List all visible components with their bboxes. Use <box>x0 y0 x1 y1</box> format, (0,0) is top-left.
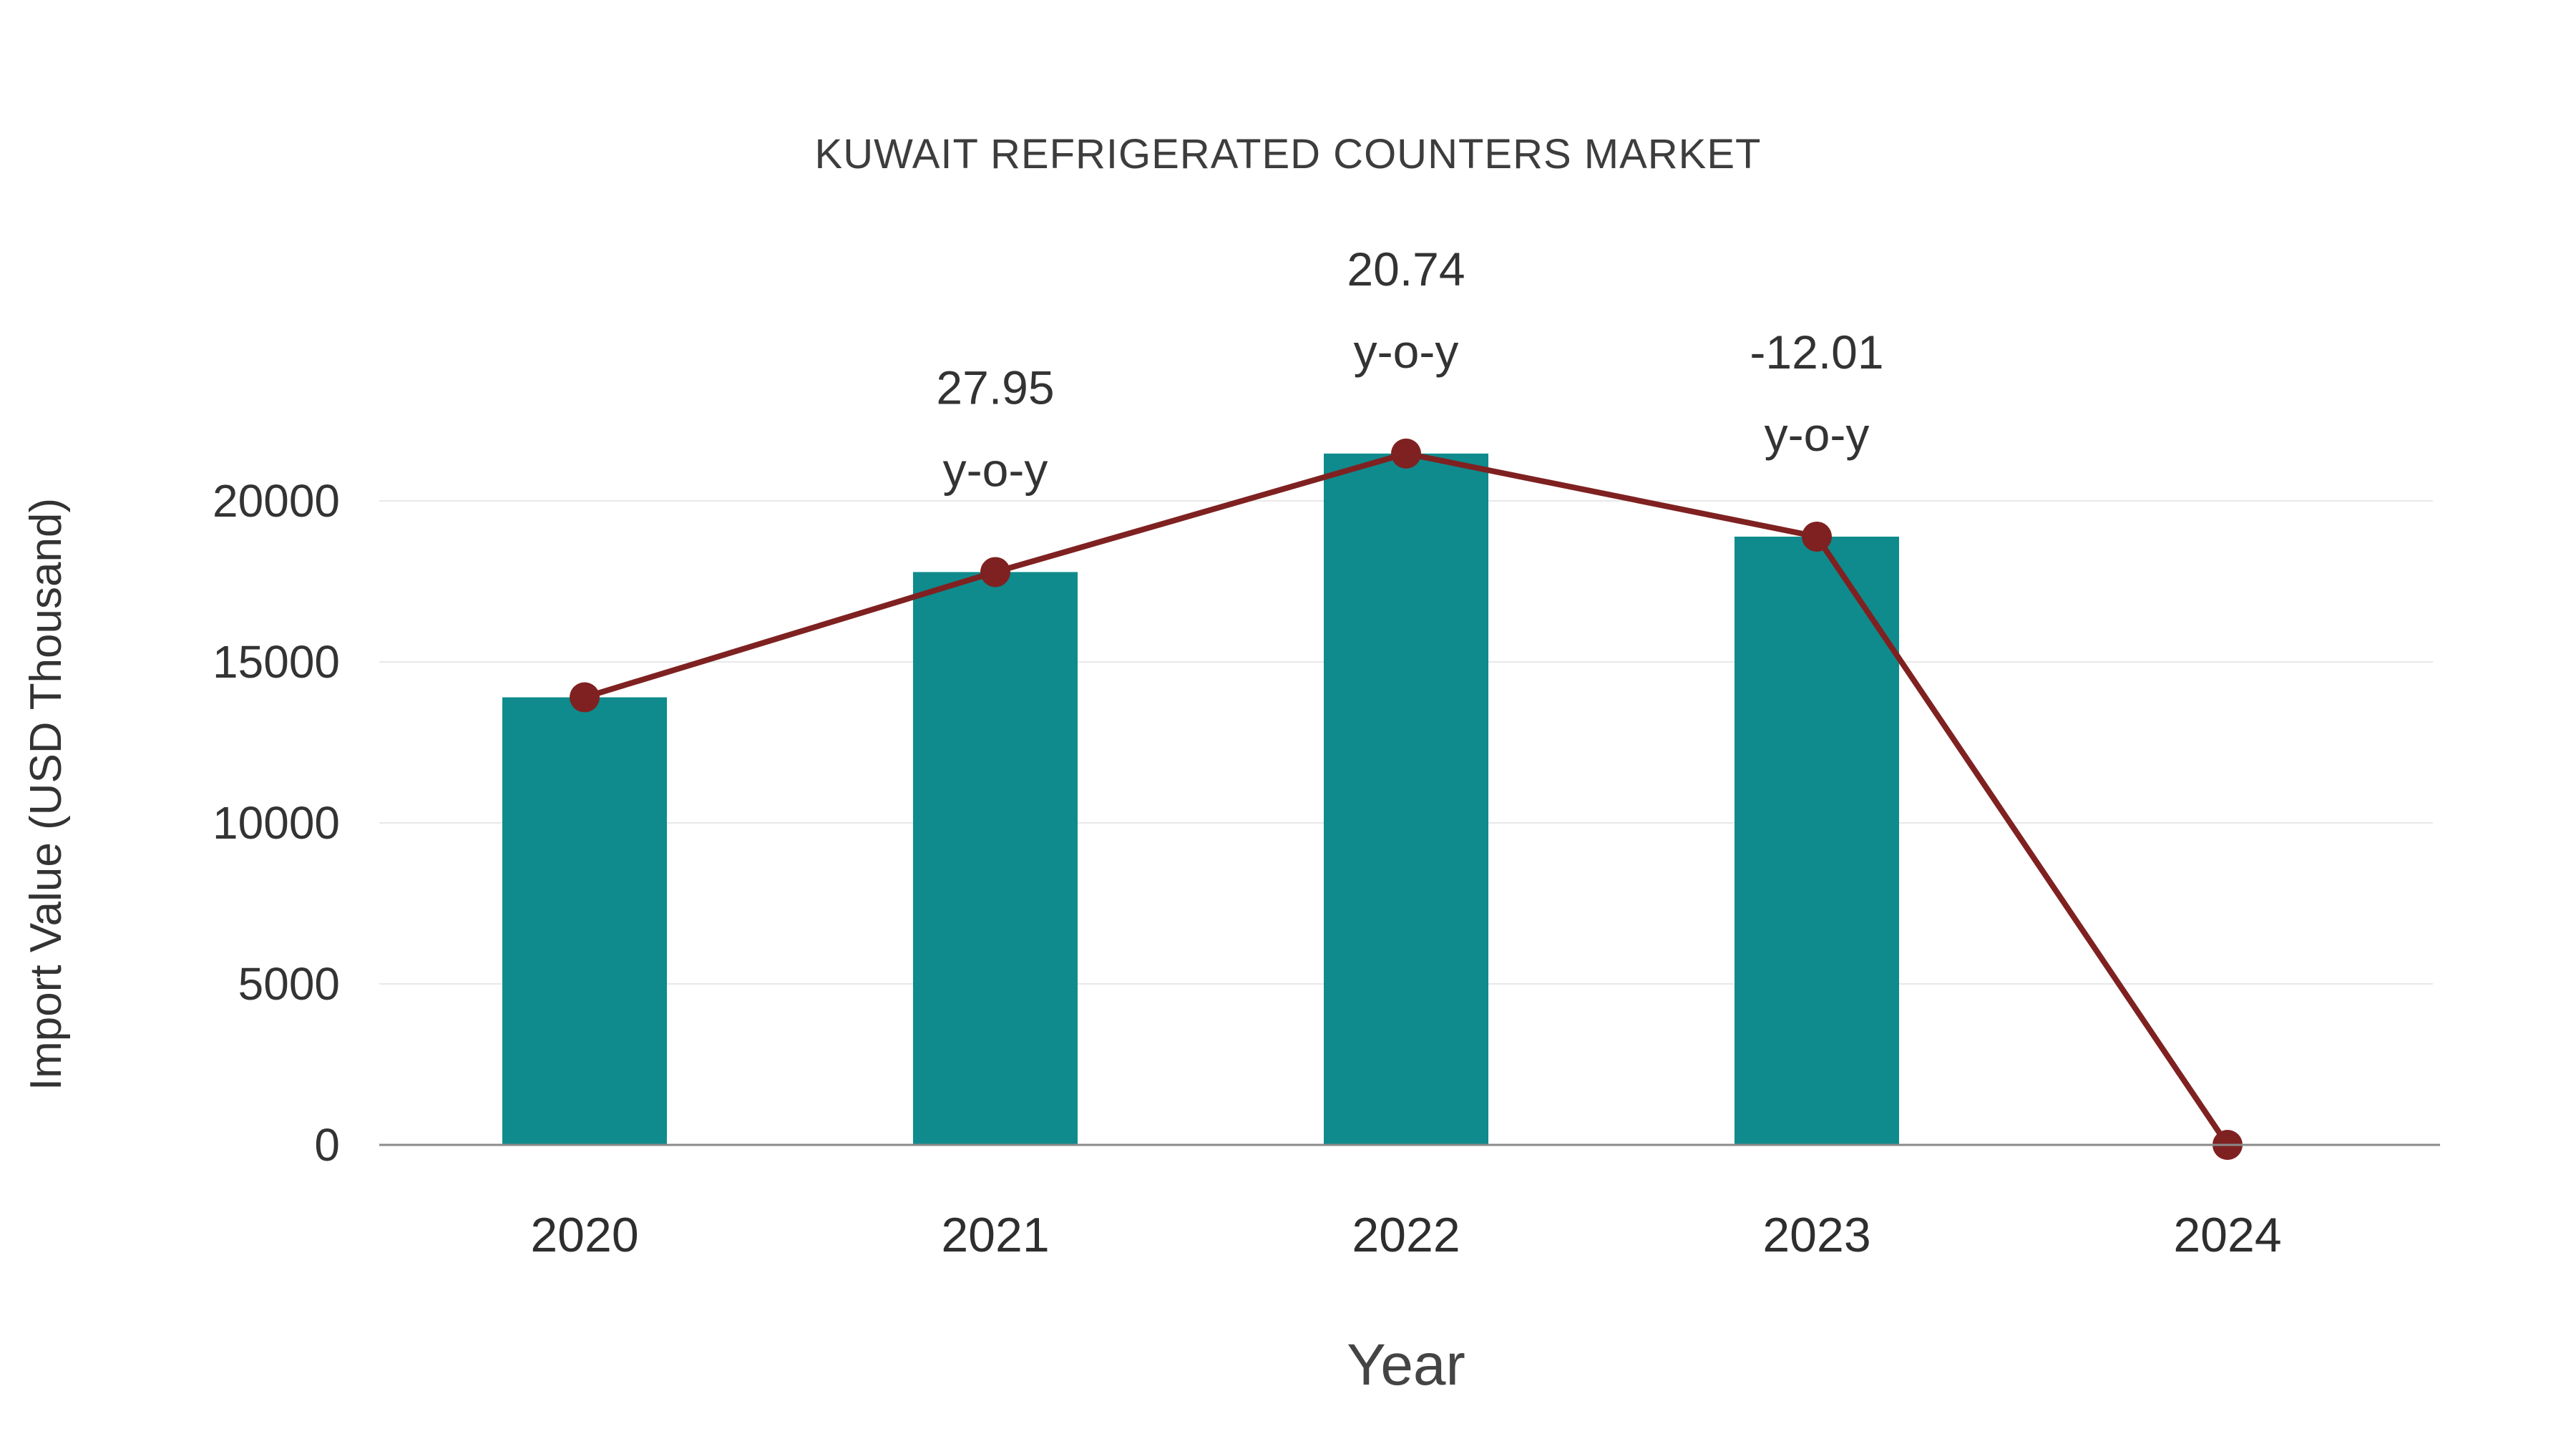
y-axis-label: Import Value (USD Thousand) <box>21 498 71 1091</box>
y-tick-label-10000: 10000 <box>213 797 340 849</box>
y-tick-label-20000: 20000 <box>213 475 340 527</box>
line-marker-2021 <box>980 557 1010 587</box>
line-marker-2022 <box>1391 438 1421 469</box>
bars-layer <box>502 453 1899 1145</box>
annotation-value-2021: 27.95 <box>936 361 1054 414</box>
x-tick-label-2020: 2020 <box>530 1208 638 1262</box>
y-tick-label-5000: 5000 <box>238 958 340 1010</box>
annotations-layer: 27.95 y-o-y 20.74 y-o-y -12.01 y-o-y <box>936 243 1883 497</box>
y-tick-label-15000: 15000 <box>213 636 340 688</box>
x-tick-label-2023: 2023 <box>1762 1208 1870 1262</box>
annotation-suffix-2023: y-o-y <box>1765 408 1870 461</box>
bar-2020 <box>502 697 667 1145</box>
chart-title: KUWAIT REFRIGERATED COUNTERS MARKET <box>815 131 1762 177</box>
annotation-value-2023: -12.01 <box>1750 326 1883 379</box>
x-tick-label-2024: 2024 <box>2173 1208 2281 1262</box>
bar-2022 <box>1324 453 1488 1145</box>
x-axis-label: Year <box>1347 1332 1465 1397</box>
x-tick-label-2022: 2022 <box>1352 1208 1460 1262</box>
y-tick-label-0: 0 <box>314 1119 340 1171</box>
annotation-suffix-2021: y-o-y <box>943 443 1048 496</box>
y-tick-labels: 0 5000 10000 15000 20000 <box>213 475 340 1171</box>
bar-2023 <box>1735 536 1899 1145</box>
line-series-layer <box>570 438 2243 1160</box>
bar-2021 <box>913 572 1078 1145</box>
line-marker-2023 <box>1802 521 1832 552</box>
x-tick-label-2021: 2021 <box>941 1208 1049 1262</box>
annotation-suffix-2022: y-o-y <box>1354 325 1459 378</box>
line-marker-2020 <box>570 682 600 713</box>
x-tick-labels: 2020 2021 2022 2023 2024 <box>530 1208 2281 1262</box>
annotation-value-2022: 20.74 <box>1347 243 1465 296</box>
